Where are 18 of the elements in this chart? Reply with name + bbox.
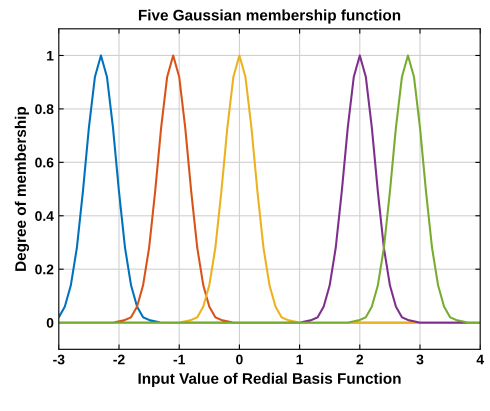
x-tick-label: 4 [476, 354, 484, 364]
x-tick-label: 1 [296, 354, 304, 364]
x-tick-label: -3 [53, 354, 64, 364]
x-axis-title: Input Value of Redial Basis Function [138, 372, 401, 387]
y-tick-label: 1 [47, 50, 54, 61]
line-series [58, 54, 480, 324]
y-tick-label: 0.6 [35, 158, 54, 168]
y-tick-label: 0 [46, 318, 54, 328]
y-axis-title: Degree of membership [14, 106, 30, 271]
x-tick-label: 3 [416, 354, 424, 364]
y-tick-label: 0.8 [35, 104, 54, 114]
chart-title: Five Gaussian membership function [138, 9, 400, 24]
x-tick-label: 2 [356, 354, 364, 364]
x-tick-label: -1 [174, 354, 185, 364]
y-tick-label: 0.2 [35, 264, 54, 274]
y-tick-label: 0.4 [35, 211, 54, 221]
x-tick-label: -2 [113, 354, 125, 364]
x-tick-label: 0 [236, 354, 243, 364]
